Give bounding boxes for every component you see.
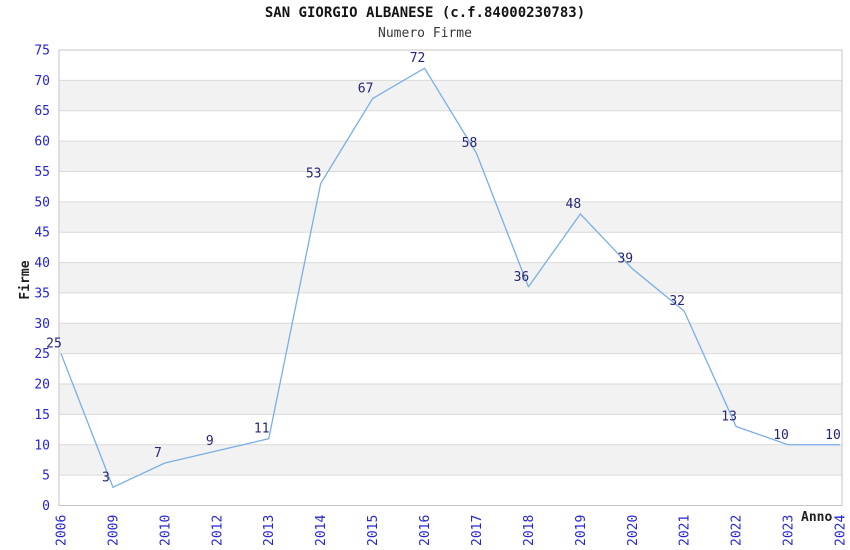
y-tick-label: 75 — [34, 44, 50, 59]
y-tick-label: 0 — [42, 499, 50, 514]
data-point-label: 13 — [721, 410, 737, 425]
x-tick-label: 2018 — [522, 515, 537, 546]
x-tick-label: 2010 — [158, 515, 173, 546]
x-tick-label: 2015 — [366, 515, 381, 546]
y-tick-label: 55 — [34, 165, 50, 180]
x-tick-label: 2024 — [834, 515, 849, 546]
y-tick-label: 5 — [42, 469, 50, 484]
y-tick-label: 65 — [34, 104, 50, 119]
data-point-label: 3 — [102, 470, 110, 485]
plot-band — [59, 262, 842, 293]
y-tick-label: 40 — [34, 256, 50, 271]
data-point-label: 58 — [462, 136, 478, 151]
y-tick-label: 60 — [34, 135, 50, 150]
data-point-label: 72 — [410, 51, 426, 66]
data-point-label: 67 — [358, 82, 374, 97]
chart-title: SAN GIORGIO ALBANESE (c.f.84000230783) — [264, 5, 586, 21]
data-point-label: 39 — [617, 252, 633, 267]
x-tick-label: 2020 — [626, 515, 641, 546]
x-tick-label: 2009 — [106, 515, 121, 546]
data-point-label: 7 — [154, 446, 162, 461]
y-tick-label: 70 — [34, 74, 50, 89]
y-tick-label: 45 — [34, 226, 50, 241]
x-tick-label: 2014 — [314, 515, 329, 546]
x-tick-label: 2022 — [730, 515, 745, 546]
x-tick-label: 2017 — [470, 515, 485, 546]
plot-band — [59, 80, 842, 111]
x-tick-label: 2016 — [418, 515, 433, 546]
y-tick-label: 10 — [34, 438, 50, 453]
y-tick-label: 35 — [34, 286, 50, 301]
plot-band — [59, 141, 842, 172]
y-tick-label: 30 — [34, 317, 50, 332]
plot-band — [59, 323, 842, 354]
x-tick-label: 2021 — [678, 515, 693, 546]
y-tick-label: 50 — [34, 195, 50, 210]
data-point-label: 53 — [306, 167, 322, 182]
data-point-label: 11 — [254, 422, 270, 437]
y-tick-label: 20 — [34, 378, 50, 393]
plot-band — [59, 384, 842, 415]
data-point-label: 9 — [206, 434, 214, 449]
x-tick-label: 2019 — [574, 515, 589, 546]
y-tick-label: 25 — [34, 347, 50, 362]
y-tick-label: 15 — [34, 408, 50, 423]
x-tick-label: 2013 — [262, 515, 277, 546]
x-axis-title: Anno — [801, 510, 833, 525]
data-point-label: 48 — [566, 197, 582, 212]
data-point-label: 32 — [669, 294, 685, 309]
data-point-label: 10 — [773, 428, 789, 443]
data-point-label: 36 — [514, 270, 530, 285]
plot-band — [59, 201, 842, 233]
plot-band — [59, 444, 842, 476]
x-tick-label: 2012 — [210, 515, 225, 546]
data-point-label: 10 — [825, 428, 841, 443]
data-line — [60, 67, 840, 488]
chart-subtitle: Numero Firme — [378, 26, 472, 41]
x-tick-label: 2006 — [55, 515, 70, 546]
plot-border — [58, 49, 843, 506]
x-tick-label: 2023 — [782, 515, 797, 546]
data-point-label: 25 — [46, 337, 62, 352]
